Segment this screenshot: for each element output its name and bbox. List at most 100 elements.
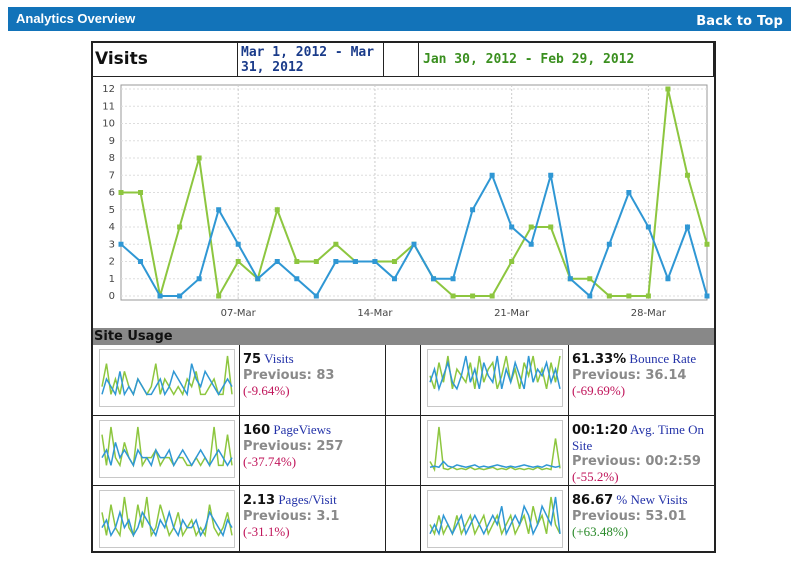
current-series-point xyxy=(704,293,710,299)
previous-series-point xyxy=(333,241,339,247)
current-series-point xyxy=(138,259,144,264)
stat-value: 160 xyxy=(243,423,271,438)
current-series-point xyxy=(333,259,339,264)
stat-value: 86.67 xyxy=(572,493,614,508)
stat-label: % New Visits xyxy=(616,492,688,507)
stat-value: 75 xyxy=(243,352,262,367)
current-series-point xyxy=(470,207,476,213)
current-series-point xyxy=(567,276,573,282)
current-series-point xyxy=(528,241,534,247)
usage-row: 75 Visits Previous: 83 (-9.64%) 61.33% B… xyxy=(93,345,714,415)
current-series-point xyxy=(489,172,495,178)
stat-value: 2.13 xyxy=(243,493,276,508)
x-tick-label: 21-Mar xyxy=(494,308,530,319)
sparkline-cell xyxy=(421,345,569,415)
x-tick-label: 07-Mar xyxy=(221,308,257,319)
previous-series-point xyxy=(548,224,554,230)
previous-series-point xyxy=(313,259,319,264)
stat-change: (-69.69%) xyxy=(572,383,626,398)
stat-value: 00:1:20 xyxy=(572,423,628,438)
usage-row: 160 PageViews Previous: 257 (-37.74%) 00… xyxy=(93,415,714,485)
column-spacer xyxy=(386,416,421,485)
y-tick-label: 1 xyxy=(109,274,115,285)
stat-previous: Previous: 3.1 xyxy=(243,509,340,524)
previous-series-point xyxy=(645,293,651,299)
header-spacer xyxy=(384,43,419,76)
current-date-range: Mar 1, 2012 - Mar 31, 2012 xyxy=(238,43,384,76)
stat-previous: Previous: 83 xyxy=(243,368,335,383)
sparkline-bounce-rate xyxy=(427,349,563,407)
sparkline-pages-visit xyxy=(99,490,235,548)
current-series-point xyxy=(450,276,456,282)
previous-series-point xyxy=(118,190,124,195)
current-series-point xyxy=(313,293,319,299)
sparkline-cell xyxy=(421,416,569,485)
stat-cell: 61.33% Bounce Rate Previous: 36.14 (-69.… xyxy=(569,345,714,415)
sparkline-current-line xyxy=(429,460,561,469)
sparkline-cell xyxy=(93,416,240,485)
y-tick-label: 0 xyxy=(109,291,115,302)
stat-cell: 86.67 % New Visits Previous: 53.01 (+63.… xyxy=(569,486,714,552)
current-series-point xyxy=(411,241,417,247)
previous-series-point xyxy=(606,293,612,299)
current-series-point xyxy=(118,241,124,247)
stat-label: Visits xyxy=(264,351,294,366)
stat-change: (-37.74%) xyxy=(243,454,297,469)
y-tick-label: 5 xyxy=(109,205,115,216)
current-series-point xyxy=(196,276,202,282)
previous-series-point xyxy=(528,224,534,230)
usage-row: 2.13 Pages/Visit Previous: 3.1 (-31.1%) … xyxy=(93,485,714,552)
current-series-point xyxy=(548,172,554,178)
stat-change: (-55.2%) xyxy=(572,469,619,484)
sparkline-previous-line xyxy=(429,426,561,472)
metric-label: Visits xyxy=(93,43,238,76)
current-series-point xyxy=(235,241,241,247)
current-series-point xyxy=(587,293,593,299)
sparkline-new-visits xyxy=(427,490,563,548)
y-tick-label: 12 xyxy=(102,84,115,95)
stat-label: PageViews xyxy=(273,422,332,437)
stat-label: Pages/Visit xyxy=(278,492,337,507)
current-series-point xyxy=(352,259,358,264)
y-tick-label: 4 xyxy=(109,222,115,233)
y-tick-label: 9 xyxy=(109,136,115,147)
y-tick-label: 11 xyxy=(102,101,115,112)
stat-change: (-31.1%) xyxy=(243,524,290,539)
header-bar: Analytics Overview Back to Top xyxy=(8,7,791,31)
report-table: Visits Mar 1, 2012 - Mar 31, 2012 Jan 30… xyxy=(91,41,716,553)
stat-label: Bounce Rate xyxy=(629,351,697,366)
current-series-point xyxy=(391,276,397,282)
sparkline-current-line xyxy=(101,509,233,538)
column-spacer xyxy=(386,345,421,415)
current-series-point xyxy=(509,224,515,230)
sparkline-current-line xyxy=(429,355,561,392)
column-spacer xyxy=(386,486,421,552)
back-to-top-link[interactable]: Back to Top xyxy=(696,14,783,29)
previous-series-point xyxy=(489,293,495,299)
previous-series-point xyxy=(665,86,671,92)
sparkline-cell xyxy=(93,345,240,415)
previous-series-point xyxy=(509,259,515,264)
page-title: Analytics Overview xyxy=(16,11,136,26)
sparkline-previous-line xyxy=(101,496,233,538)
previous-series-point xyxy=(177,224,183,230)
previous-series-point xyxy=(450,293,456,299)
stat-previous: Previous: 53.01 xyxy=(572,509,687,524)
previous-series-point xyxy=(587,276,593,282)
x-tick-label: 14-Mar xyxy=(357,308,393,319)
sparkline-previous-line xyxy=(101,426,233,468)
current-series-point xyxy=(645,224,651,230)
sparkline-cell xyxy=(421,486,569,552)
current-series-point xyxy=(255,276,261,282)
current-series-point xyxy=(274,259,280,264)
previous-series-point xyxy=(235,259,241,264)
sparkline-cell xyxy=(93,486,240,552)
previous-series-point xyxy=(216,293,222,299)
stat-change: (+63.48%) xyxy=(572,524,629,539)
sparkline-avg-time xyxy=(427,420,563,478)
stat-cell: 00:1:20 Avg. Time On Site Previous: 00:2… xyxy=(569,416,714,485)
stat-label: Avg. Time On Site xyxy=(572,422,704,453)
x-tick-label: 28-Mar xyxy=(631,308,667,319)
current-series-point xyxy=(157,293,163,299)
y-tick-label: 8 xyxy=(109,153,115,164)
